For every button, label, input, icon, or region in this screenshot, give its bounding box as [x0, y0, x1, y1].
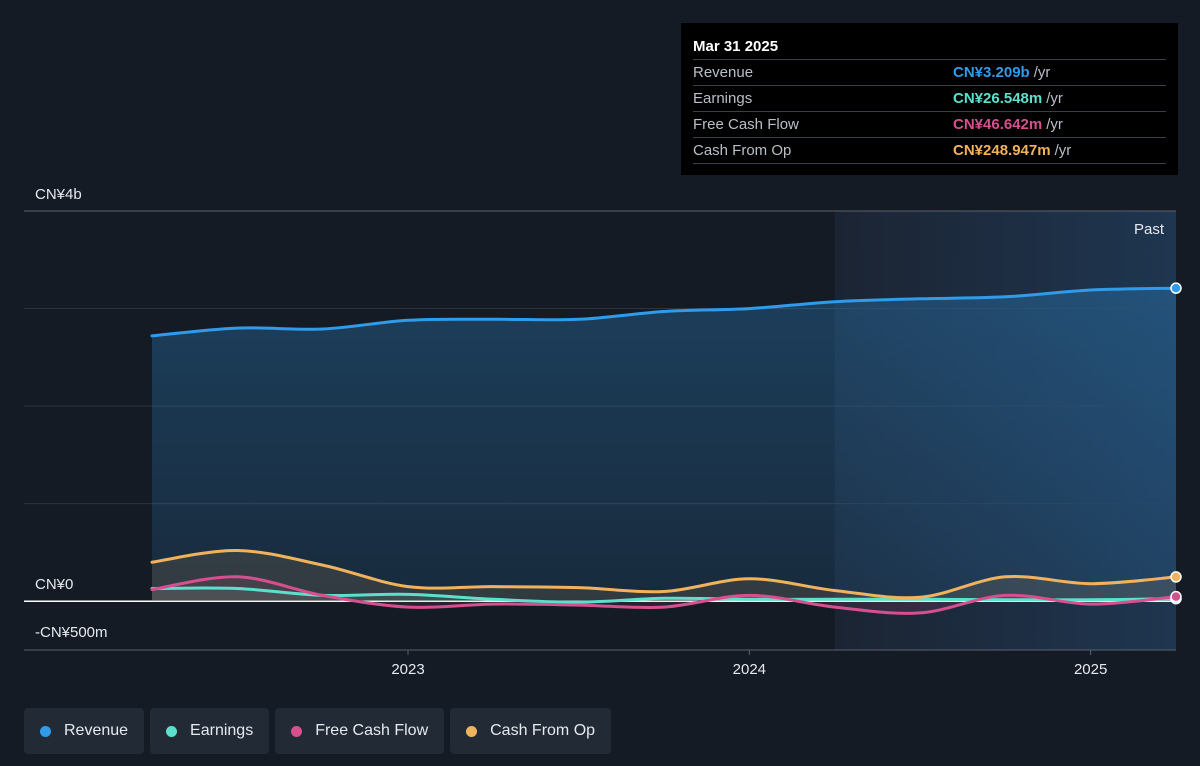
area-revenue: [152, 288, 1176, 602]
tooltip-row-unit: /yr: [1033, 64, 1051, 81]
legend-item-earnings[interactable]: Earnings: [150, 708, 270, 754]
legend-label: Revenue: [64, 722, 129, 739]
legend-dot-icon: [291, 725, 303, 737]
tooltip-row-label: Earnings: [693, 90, 753, 107]
y-axis-label: -CN¥500m: [35, 624, 108, 641]
legend-item-cash-from-op[interactable]: Cash From Op: [450, 708, 612, 754]
tooltip-row: Earnings CN¥26.548m/yr: [693, 85, 1166, 111]
tooltip-row: Free Cash Flow CN¥46.642m/yr: [693, 111, 1166, 137]
y-axis-label: CN¥0: [35, 576, 73, 593]
tooltip-row-label: Free Cash Flow: [693, 116, 799, 133]
y-axis-labels: CN¥4b CN¥0 -CN¥500m: [35, 186, 108, 641]
tooltip-row-unit: /yr: [1046, 90, 1063, 107]
tooltip: Mar 31 2025 Revenue CN¥3.209b/yr Earnings C…: [681, 23, 1178, 175]
tooltip-row: Cash From Op CN¥248.947m/yr: [693, 137, 1166, 164]
x-axis-label: 2023: [391, 661, 424, 678]
endpoint-free-cash-flow: [1170, 590, 1182, 603]
legend-dot-icon: [166, 725, 178, 737]
x-axis-label: 2024: [733, 661, 766, 678]
endpoint-revenue: [1170, 282, 1182, 294]
legend-dot-icon: [466, 725, 478, 737]
legend-label: Cash From Op: [490, 722, 596, 739]
series-areas: [152, 288, 1176, 614]
endpoint-cash-from-op: [1170, 571, 1182, 583]
area-cash-from-op: [152, 550, 1176, 602]
tooltip-rows: Revenue CN¥3.209b/yr Earnings CN¥26.548m/yr…: [693, 59, 1166, 164]
tooltip-row: Revenue CN¥3.209b/yr: [693, 59, 1166, 85]
line-revenue: [150, 286, 1178, 338]
area-free-cash-flow: [152, 576, 1176, 614]
legend-label: Earnings: [190, 722, 254, 739]
legend-item-free-cash-flow[interactable]: Free Cash Flow: [275, 708, 445, 754]
tooltip-row-value: CN¥248.947m: [953, 142, 1051, 159]
legend-item-revenue[interactable]: Revenue: [24, 708, 145, 754]
y-axis-label: CN¥4b: [35, 186, 82, 203]
past-label: Past: [1134, 221, 1165, 238]
tooltip-row-value: CN¥3.209b: [953, 64, 1030, 81]
x-axis-label: 2025: [1074, 661, 1107, 678]
chart: CN¥4b CN¥0 -CN¥500m 2023 2024 2025 Past: [24, 186, 1182, 678]
tooltip-row-unit: /yr: [1054, 142, 1072, 159]
legend: Revenue Earnings Free Cash Flow Cash From O…: [24, 708, 612, 754]
area-earnings: [152, 588, 1176, 603]
tooltip-row-unit: /yr: [1046, 116, 1063, 133]
series-endpoints: [1170, 282, 1182, 605]
line-free-cash-flow: [150, 575, 1178, 615]
tooltip-row-value: CN¥46.642m: [953, 116, 1043, 133]
legend-dot-icon: [40, 725, 51, 737]
line-cash-from-op: [150, 548, 1178, 600]
tooltip-row-label: Cash From Op: [693, 142, 792, 159]
tooltip-row-value: CN¥26.548m: [953, 90, 1043, 107]
tooltip-row-label: Revenue: [693, 64, 754, 81]
x-axis-ticks: 2023 2024 2025: [391, 650, 1107, 678]
tooltip-date: Mar 31 2025: [693, 38, 779, 55]
legend-label: Free Cash Flow: [315, 722, 429, 739]
series-lines: [150, 286, 1178, 615]
